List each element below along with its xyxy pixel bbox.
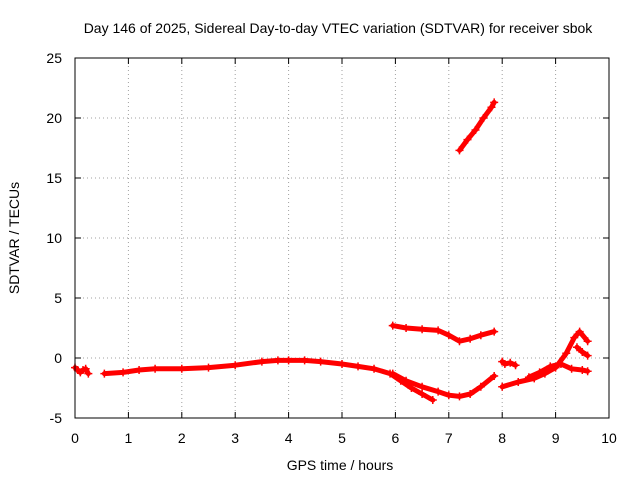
data-point <box>466 390 475 398</box>
chart-title: Day 146 of 2025, Sidereal Day-to-day VTE… <box>84 20 594 36</box>
data-point <box>471 126 480 134</box>
series-arc-a <box>71 363 93 378</box>
series-arc-e <box>455 98 499 155</box>
data-point <box>388 321 397 330</box>
x-tick-label: 8 <box>498 430 506 446</box>
x-tick-label: 5 <box>338 430 346 446</box>
series-arc-f <box>498 327 592 391</box>
data-point <box>487 103 496 112</box>
data-point <box>455 392 464 401</box>
data-point <box>428 396 437 404</box>
y-tick-label: 20 <box>46 110 62 126</box>
data-point <box>514 378 523 386</box>
data-point <box>575 327 584 336</box>
x-tick-label: 2 <box>178 430 186 446</box>
data-point <box>316 357 325 366</box>
data-layer <box>71 98 592 404</box>
data-point <box>84 369 93 378</box>
x-tick-label: 0 <box>71 430 79 446</box>
data-point <box>119 368 128 377</box>
series-track <box>101 357 436 403</box>
series-arc-b <box>100 356 437 404</box>
data-point <box>81 364 90 373</box>
data-point <box>546 362 555 371</box>
data-point <box>476 382 485 391</box>
y-tick-label: 5 <box>54 290 62 306</box>
y-tick-label: 15 <box>46 170 62 186</box>
data-point <box>434 387 443 396</box>
data-point <box>490 372 499 380</box>
data-point <box>418 325 427 334</box>
data-point <box>284 356 293 365</box>
data-point <box>231 361 240 370</box>
data-point <box>434 326 443 335</box>
x-tick-label: 9 <box>552 430 560 446</box>
y-tick-label: 10 <box>46 230 62 246</box>
data-point <box>466 334 475 343</box>
x-tick-label: 10 <box>601 430 617 446</box>
data-point <box>479 114 488 122</box>
data-point <box>444 391 453 400</box>
x-tick-label: 7 <box>445 430 453 446</box>
y-axis-title: SDTVAR / TECUs <box>6 182 22 294</box>
data-point <box>463 135 472 144</box>
data-point <box>524 373 533 382</box>
series-arc-g <box>498 357 520 370</box>
series-track <box>457 99 497 153</box>
data-point <box>506 358 515 367</box>
x-tick-label: 6 <box>392 430 400 446</box>
data-point <box>570 333 579 342</box>
data-point <box>273 356 282 365</box>
data-point <box>455 146 464 155</box>
data-point <box>572 343 581 352</box>
data-point <box>151 364 160 373</box>
data-point <box>535 368 544 377</box>
y-tick-label: 0 <box>54 350 62 366</box>
data-point <box>354 362 363 371</box>
data-point <box>455 337 464 346</box>
data-point <box>300 356 309 365</box>
data-point <box>418 390 427 398</box>
series-arc-i <box>572 343 592 360</box>
data-point <box>578 348 587 356</box>
data-point <box>418 382 427 391</box>
data-point <box>498 382 507 391</box>
data-point <box>135 366 144 374</box>
data-point <box>583 337 592 346</box>
data-point <box>511 361 520 370</box>
grid <box>75 58 609 418</box>
data-point <box>583 367 592 376</box>
data-point <box>100 369 109 378</box>
data-point <box>338 360 346 368</box>
data-point <box>444 331 453 340</box>
series-arc-h <box>524 360 592 382</box>
data-point <box>177 364 186 373</box>
axis-ticks <box>74 57 610 419</box>
data-point <box>490 98 499 107</box>
y-tick-label: 25 <box>46 50 62 66</box>
y-tick-label: -5 <box>50 410 63 426</box>
data-point <box>562 349 571 358</box>
x-tick-label: 3 <box>231 430 239 446</box>
data-point <box>402 376 411 385</box>
data-point <box>388 369 397 378</box>
data-point <box>556 360 565 368</box>
x-tick-label: 1 <box>125 430 133 446</box>
data-point <box>500 360 509 368</box>
data-point <box>257 357 266 366</box>
data-point <box>578 366 587 374</box>
data-point <box>476 331 485 340</box>
x-axis-title: GPS time / hours <box>287 457 394 473</box>
series-arc-d <box>388 321 499 346</box>
series-arc-c <box>388 369 499 401</box>
data-point <box>402 324 411 332</box>
data-point <box>567 364 576 373</box>
data-point <box>370 364 379 373</box>
data-point <box>583 351 592 360</box>
data-point <box>490 327 499 336</box>
x-tick-label: 4 <box>285 430 293 446</box>
data-point <box>204 363 213 372</box>
